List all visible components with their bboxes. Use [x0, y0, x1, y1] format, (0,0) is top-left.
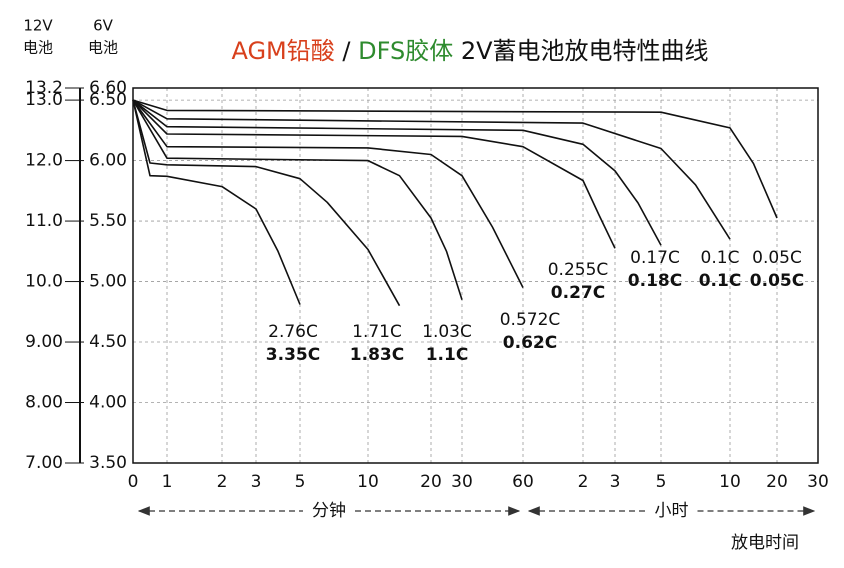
- x-tick-label: 1: [162, 472, 173, 492]
- y-tick-label: 9.00: [25, 332, 63, 352]
- title-part: AGM铅酸: [231, 37, 334, 65]
- y2-tick-label: 4.50: [89, 332, 127, 352]
- title-part: 2V蓄电池放电特性曲线: [453, 37, 708, 65]
- discharge-curve: [132, 99, 778, 219]
- x-tick-label: 60: [512, 472, 534, 492]
- legend-agm-rate: 1.1C: [426, 345, 469, 365]
- legend-agm-rate: 0.18C: [628, 271, 682, 291]
- legend-dfs-rate: 1.71C: [352, 322, 402, 342]
- x-tick-label: 2: [578, 472, 589, 492]
- legend-agm-rate: 1.83C: [350, 345, 404, 365]
- plot-frame: [132, 87, 819, 464]
- y-tick-label: 7.00: [25, 453, 63, 473]
- legend-dfs-rate: 1.03C: [422, 322, 472, 342]
- discharge-curve: [132, 99, 524, 288]
- legend-agm-rate: 0.27C: [551, 283, 605, 303]
- legend-dfs-rate: 0.1C: [701, 248, 740, 268]
- discharge-curve: [132, 99, 616, 249]
- y-tick-label: 8.00: [25, 393, 63, 413]
- x-tick-label: 5: [656, 472, 667, 492]
- discharge-curve: [132, 99, 301, 305]
- y-axis-label: 12V: [23, 17, 53, 35]
- x-tick-label: 0: [128, 472, 139, 492]
- discharge-curve: [132, 99, 463, 300]
- y2-axis-label: 电池: [88, 39, 118, 57]
- y-tick-label: 12.0: [25, 151, 63, 171]
- y2-tick-label: 5.50: [89, 211, 127, 231]
- x-tick-label: 3: [251, 472, 262, 492]
- x-tick-label: 10: [357, 472, 379, 492]
- y-tick-label: 13.2: [25, 78, 63, 98]
- x-group-label: 小时: [655, 501, 689, 521]
- legend-agm-rate: 0.1C: [699, 271, 742, 291]
- chart-title: AGM铅酸 / DFS胶体 2V蓄电池放电特性曲线: [231, 37, 708, 65]
- y-axis-label: 电池: [23, 39, 53, 57]
- legend-agm-rate: 0.62C: [503, 333, 557, 353]
- y2-tick-label: 5.00: [89, 272, 127, 292]
- legend-dfs-rate: 0.17C: [630, 248, 680, 268]
- legend-dfs-rate: 2.76C: [268, 322, 318, 342]
- y2-tick-label: 6.00: [89, 151, 127, 171]
- legend-agm-rate: 0.05C: [750, 271, 804, 291]
- legend-dfs-rate: 0.572C: [500, 310, 561, 330]
- legend-agm-rate: 3.35C: [266, 345, 320, 365]
- y-tick-label: 11.0: [25, 211, 63, 231]
- x-tick-label: 30: [807, 472, 829, 492]
- title-part: DFS胶体: [358, 37, 453, 65]
- y-tick-label: 13.0: [25, 90, 63, 110]
- x-tick-label: 3: [610, 472, 621, 492]
- x-tick-label: 30: [451, 472, 473, 492]
- x-group-label: 分钟: [312, 501, 346, 521]
- y2-tick-label: 3.50: [89, 453, 127, 473]
- y2-axis-label: 6V: [93, 17, 114, 35]
- x-tick-label: 20: [420, 472, 442, 492]
- y-tick-label: 10.0: [25, 272, 63, 292]
- x-tick-label: 20: [766, 472, 788, 492]
- y2-tick-label: 6.50: [89, 90, 127, 110]
- discharge-curve: [132, 99, 731, 240]
- x-tick-label: 5: [295, 472, 306, 492]
- discharge-curve: [132, 99, 401, 307]
- y2-tick-label: 4.00: [89, 393, 127, 413]
- x-tick-label: 10: [719, 472, 741, 492]
- legend-dfs-rate: 0.255C: [548, 260, 609, 280]
- legend-dfs-rate: 0.05C: [752, 248, 802, 268]
- x-axis-label: 放电时间: [731, 533, 799, 553]
- title-part: /: [335, 37, 358, 65]
- x-tick-label: 2: [217, 472, 228, 492]
- discharge-curve: [132, 99, 662, 246]
- y2-tick-label: 6.60: [89, 78, 127, 98]
